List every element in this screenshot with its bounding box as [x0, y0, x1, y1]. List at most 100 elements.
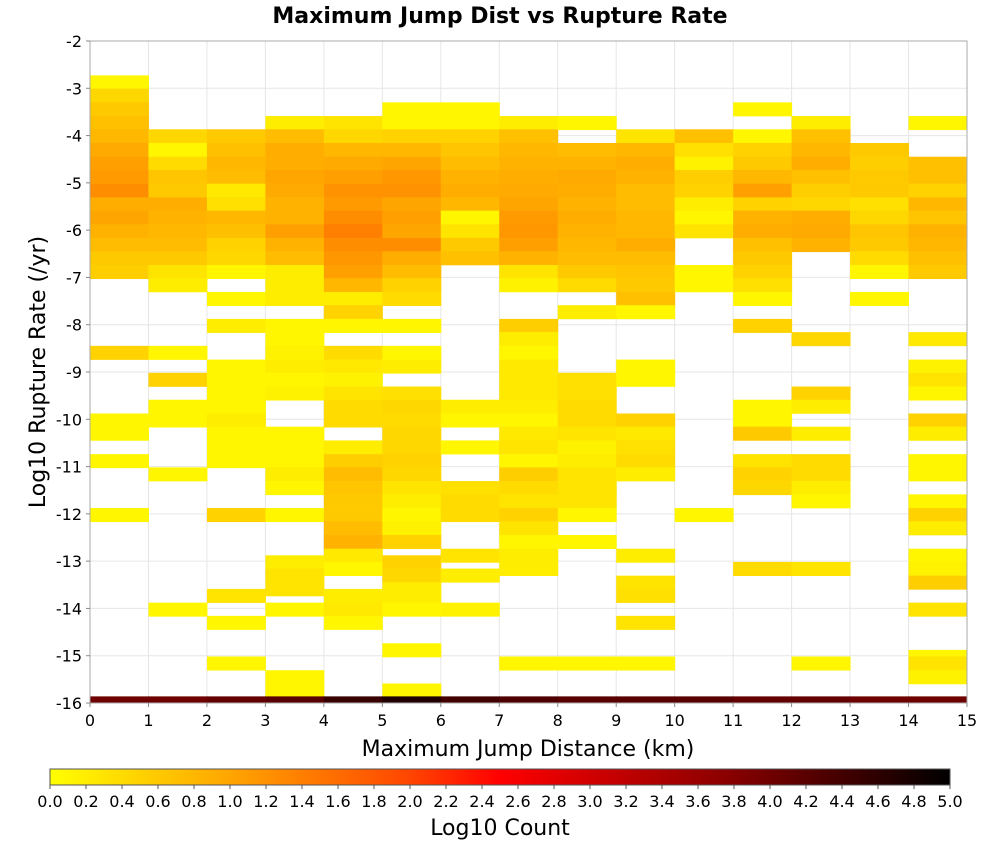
heatmap-cell	[323, 534, 383, 550]
x-tick-label: 7	[494, 711, 504, 730]
heatmap-cell	[557, 494, 617, 509]
heatmap-cell	[791, 494, 851, 509]
heatmap-cell	[265, 602, 325, 617]
heatmap-cell	[557, 399, 617, 414]
heatmap-cell	[674, 129, 734, 144]
heatmap-cell	[908, 467, 968, 482]
heatmap-cell	[206, 656, 266, 671]
heatmap-cell	[499, 224, 559, 239]
heatmap-cell	[674, 264, 734, 280]
heatmap-cell	[616, 210, 676, 225]
heatmap-cell	[206, 426, 266, 441]
heatmap-cell	[791, 467, 851, 482]
y-tick-label: -7	[66, 268, 82, 287]
x-tick-label: 4	[319, 711, 329, 730]
heatmap-cell	[499, 534, 559, 550]
heatmap-cell-bottom	[382, 696, 442, 703]
heatmap-cell-bottom	[206, 696, 266, 703]
y-tick-label: -16	[56, 694, 82, 713]
heatmap-cell	[908, 494, 968, 509]
heatmap-cell	[791, 656, 851, 671]
heatmap-cell	[733, 129, 793, 144]
x-tick-label: 1	[143, 711, 153, 730]
heatmap-cell	[90, 345, 149, 360]
heatmap-cell	[616, 251, 676, 266]
colorbar-tick-label: 3.8	[721, 792, 746, 811]
heatmap-cell	[206, 386, 266, 401]
y-axis-ticks: -2 -3 -4 -5 -6 -7 -8 -9 -10 -11 -12 -13 -14 -15 -16	[56, 32, 90, 713]
heatmap-cell	[616, 197, 676, 212]
heatmap-cell	[733, 102, 793, 117]
heatmap-cell	[733, 156, 793, 171]
heatmap-cell	[557, 508, 617, 523]
y-axis-label: Log10 Rupture Rate (/yr)	[26, 236, 51, 508]
heatmap-cell	[850, 169, 910, 184]
heatmap-cell	[499, 318, 559, 333]
heatmap-cell	[323, 238, 383, 253]
heatmap-cell	[557, 454, 617, 469]
heatmap-cell	[148, 156, 208, 171]
heatmap-cell	[323, 169, 383, 184]
colorbar-tick-label: 4.0	[757, 792, 782, 811]
heatmap-cell	[323, 291, 383, 306]
heatmap-cell	[616, 426, 676, 441]
heatmap-cell	[382, 508, 442, 523]
heatmap-cell	[674, 278, 734, 293]
heatmap-cell	[616, 372, 676, 387]
heatmap-cell	[90, 251, 149, 266]
colorbar-tick-label: 1.4	[289, 792, 314, 811]
heatmap-cell	[148, 210, 208, 225]
heatmap-cell	[733, 224, 793, 239]
heatmap-cell	[382, 102, 442, 117]
heatmap-cell	[323, 156, 383, 171]
heatmap-cell	[206, 224, 266, 239]
colorbar-tick-label: 4.8	[901, 792, 926, 811]
y-tick-label: -9	[66, 363, 82, 382]
heatmap-cell	[616, 291, 676, 306]
heatmap-cell	[265, 670, 325, 685]
heatmap-cell	[908, 521, 968, 536]
heatmap-cell	[499, 656, 559, 671]
heatmap-cell	[382, 129, 442, 144]
heatmap-cell	[791, 129, 851, 144]
heatmap-cells	[90, 75, 968, 703]
heatmap-cell	[499, 238, 559, 253]
heatmap-cell	[733, 183, 793, 198]
heatmap-cell	[323, 305, 383, 320]
heatmap-cell	[440, 210, 500, 225]
heatmap-cell	[908, 454, 968, 469]
heatmap-cell	[557, 169, 617, 184]
heatmap-cell	[499, 467, 559, 482]
heatmap-cell	[382, 413, 442, 428]
heatmap-cell	[908, 197, 968, 212]
heatmap-cell	[206, 169, 266, 184]
heatmap-cell	[557, 278, 617, 293]
heatmap-cell	[323, 142, 383, 158]
heatmap-cell	[908, 156, 968, 171]
heatmap-cell	[616, 278, 676, 293]
heatmap-cell	[557, 386, 617, 401]
heatmap-cell	[323, 602, 383, 617]
heatmap-cell	[323, 116, 383, 131]
colorbar-tick-label: 4.2	[793, 792, 818, 811]
heatmap-cell	[908, 224, 968, 239]
heatmap-cell	[616, 413, 676, 428]
heatmap-cell	[206, 318, 266, 333]
heatmap-cell	[382, 534, 442, 550]
heatmap-cell	[382, 426, 442, 441]
y-tick-label: -12	[56, 505, 82, 524]
heatmap-cell	[440, 224, 500, 239]
heatmap-cell	[148, 413, 208, 428]
heatmap-cell	[323, 386, 383, 401]
heatmap-cell	[382, 169, 442, 184]
heatmap-cell	[499, 372, 559, 387]
heatmap-cell	[382, 643, 442, 658]
heatmap-cell	[382, 251, 442, 266]
heatmap-cell	[440, 568, 500, 583]
y-tick-label: -6	[66, 221, 82, 240]
heatmap-cell	[557, 142, 617, 158]
heatmap-cell	[850, 264, 910, 280]
heatmap-cell	[850, 210, 910, 225]
heatmap-cell	[616, 575, 676, 590]
